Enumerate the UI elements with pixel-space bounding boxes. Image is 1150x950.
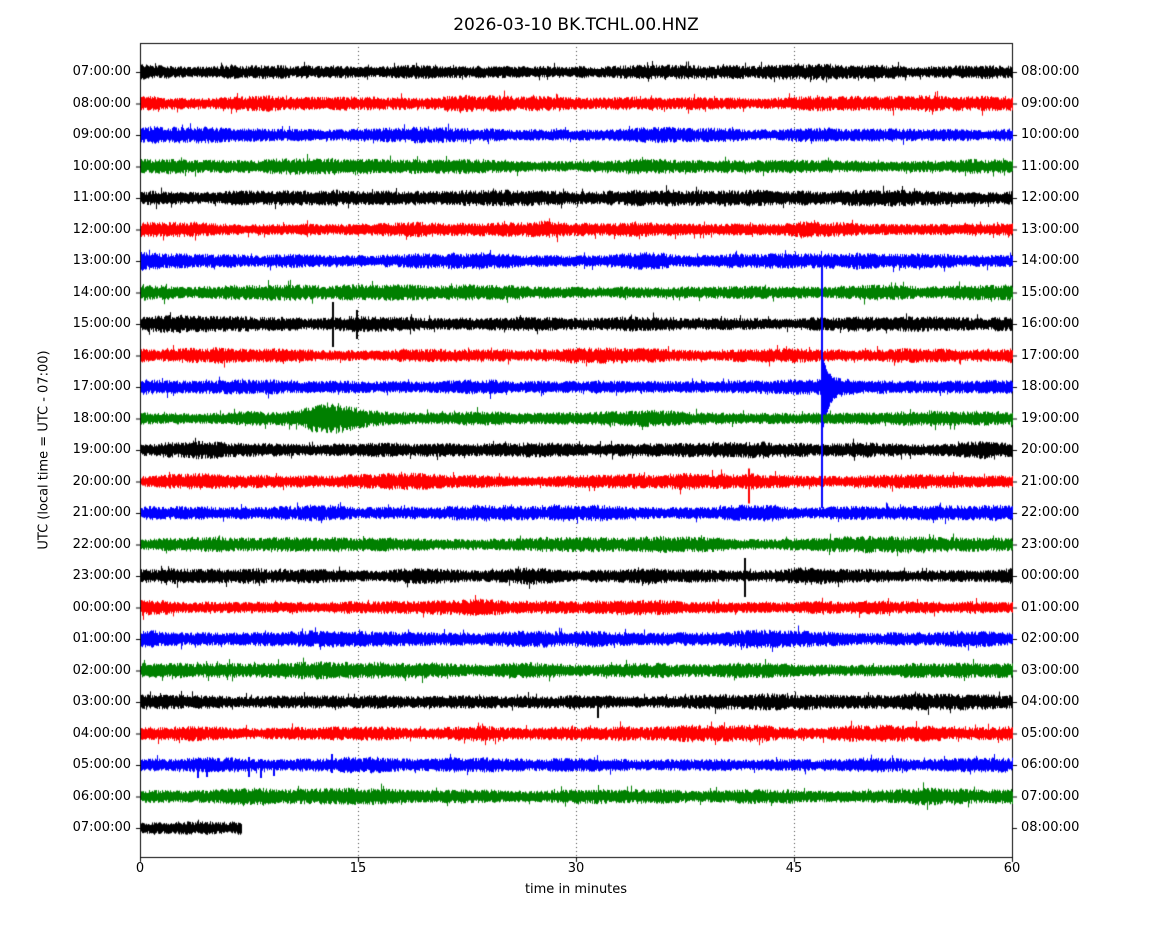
end-time-label: 22:00:00 bbox=[1021, 505, 1080, 520]
utc-time-label: 03:00:00 bbox=[72, 694, 131, 709]
end-time-label: 08:00:00 bbox=[1021, 64, 1080, 79]
end-time-label: 04:00:00 bbox=[1021, 694, 1080, 709]
end-time-label: 14:00:00 bbox=[1021, 253, 1080, 268]
utc-time-label: 00:00:00 bbox=[72, 599, 131, 615]
end-time-label: 20:00:00 bbox=[1021, 442, 1080, 457]
end-time-label: 16:00:00 bbox=[1021, 316, 1080, 331]
end-time-label: 09:00:00 bbox=[1021, 95, 1080, 111]
utc-time-label: 08:00:00 bbox=[72, 95, 131, 111]
utc-time-label: 14:00:00 bbox=[72, 284, 131, 300]
end-time-label: 12:00:00 bbox=[1021, 190, 1080, 205]
utc-time-label: 06:00:00 bbox=[72, 788, 131, 804]
utc-time-label: 01:00:00 bbox=[72, 631, 131, 646]
utc-time-label: 07:00:00 bbox=[72, 820, 131, 835]
utc-time-label: 12:00:00 bbox=[72, 221, 131, 237]
end-time-label: 15:00:00 bbox=[1021, 284, 1080, 300]
end-time-label: 01:00:00 bbox=[1021, 599, 1080, 615]
utc-time-label: 16:00:00 bbox=[72, 347, 131, 363]
utc-start-time-labels: 07:00:00 08:00:00 09:00:00 10:00:00 11:00:00… bbox=[0, 0, 131, 950]
utc-time-label: 07:00:00 bbox=[72, 64, 131, 79]
utc-time-label: 04:00:00 bbox=[72, 725, 131, 741]
utc-time-label: 22:00:00 bbox=[72, 536, 131, 552]
utc-time-label: 02:00:00 bbox=[72, 662, 131, 678]
end-time-label: 23:00:00 bbox=[1021, 536, 1080, 552]
utc-time-label: 10:00:00 bbox=[72, 158, 131, 174]
utc-time-label: 19:00:00 bbox=[72, 442, 131, 457]
utc-time-label: 17:00:00 bbox=[72, 379, 131, 394]
utc-end-time-labels: 08:00:00 09:00:00 10:00:00 11:00:00 12:00:00… bbox=[1021, 0, 1149, 950]
utc-time-label: 13:00:00 bbox=[72, 253, 131, 268]
end-time-label: 08:00:00 bbox=[1021, 820, 1080, 835]
utc-time-label: 05:00:00 bbox=[72, 757, 131, 772]
utc-time-label: 23:00:00 bbox=[72, 568, 131, 583]
utc-time-label: 11:00:00 bbox=[72, 190, 131, 205]
end-time-label: 06:00:00 bbox=[1021, 757, 1080, 772]
end-time-label: 05:00:00 bbox=[1021, 725, 1080, 741]
end-time-label: 10:00:00 bbox=[1021, 127, 1080, 142]
end-time-label: 03:00:00 bbox=[1021, 662, 1080, 678]
end-time-label: 13:00:00 bbox=[1021, 221, 1080, 237]
utc-time-label: 21:00:00 bbox=[72, 505, 131, 520]
utc-time-label: 15:00:00 bbox=[72, 316, 131, 331]
chart-title: 2026-03-10 BK.TCHL.00.HNZ bbox=[453, 15, 699, 35]
end-time-label: 19:00:00 bbox=[1021, 410, 1080, 426]
end-time-label: 18:00:00 bbox=[1021, 379, 1080, 394]
end-time-label: 21:00:00 bbox=[1021, 473, 1080, 489]
x-axis-label: time in minutes bbox=[524, 882, 628, 897]
end-time-label: 02:00:00 bbox=[1021, 631, 1080, 646]
end-time-label: 00:00:00 bbox=[1021, 568, 1080, 583]
end-time-label: 07:00:00 bbox=[1021, 788, 1080, 804]
utc-time-label: 20:00:00 bbox=[72, 473, 131, 489]
end-time-label: 11:00:00 bbox=[1021, 158, 1080, 174]
utc-time-label: 18:00:00 bbox=[72, 410, 131, 426]
utc-time-label: 09:00:00 bbox=[72, 127, 131, 142]
end-time-label: 17:00:00 bbox=[1021, 347, 1080, 363]
